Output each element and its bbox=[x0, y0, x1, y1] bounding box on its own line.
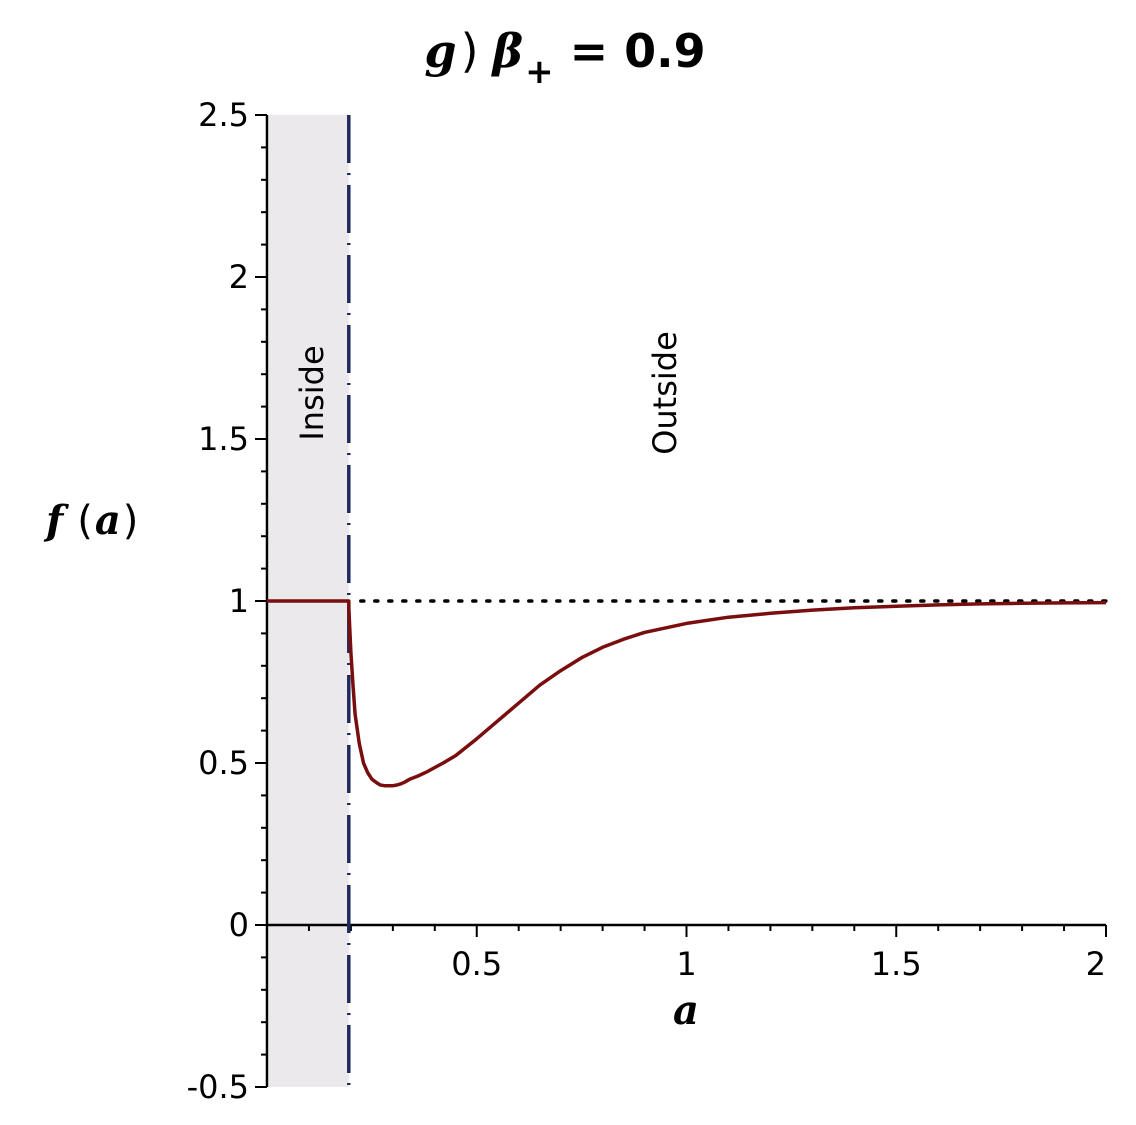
title-letter: g bbox=[424, 24, 456, 78]
title-rest: = 0.9 bbox=[570, 24, 706, 78]
x-tick-label: 1 bbox=[676, 945, 696, 983]
y-axis-label: f (a) bbox=[43, 497, 138, 544]
y-label-close: ) bbox=[123, 498, 139, 544]
x-axis: 0.5 1 1.5 2 bbox=[267, 923, 1107, 983]
y-tick-label: 2.5 bbox=[198, 96, 249, 134]
y-tick-label: 0.5 bbox=[198, 744, 249, 782]
y-tick-label: 1.5 bbox=[198, 420, 249, 458]
y-tick-label: -0.5 bbox=[187, 1068, 249, 1106]
title-paren: ) bbox=[461, 24, 479, 78]
y-tick-label: 2 bbox=[229, 258, 249, 296]
y-label-arg: a bbox=[95, 497, 121, 544]
y-label-func: f bbox=[43, 497, 69, 544]
inside-label: Inside bbox=[293, 345, 331, 440]
y-axis: -0.5 0 0.5 1 1.5 2 2.5 bbox=[187, 96, 269, 1106]
x-tick-label: 1.5 bbox=[871, 945, 922, 983]
y-tick-label: 1 bbox=[229, 582, 249, 620]
series-line-1 bbox=[267, 599, 1107, 788]
x-tick-label: 0.5 bbox=[451, 945, 502, 983]
y-tick-label: 0 bbox=[229, 906, 249, 944]
outside-label: Outside bbox=[646, 331, 684, 455]
x-axis-label: a bbox=[673, 987, 699, 1034]
title-subscript: + bbox=[525, 52, 554, 92]
y-label-open: ( bbox=[77, 498, 93, 544]
title-symbol: β bbox=[491, 24, 524, 78]
x-tick-label: 2 bbox=[1086, 945, 1106, 983]
series-layer bbox=[267, 599, 1107, 788]
chart-title: g) β+ = 0.9 bbox=[424, 24, 705, 92]
